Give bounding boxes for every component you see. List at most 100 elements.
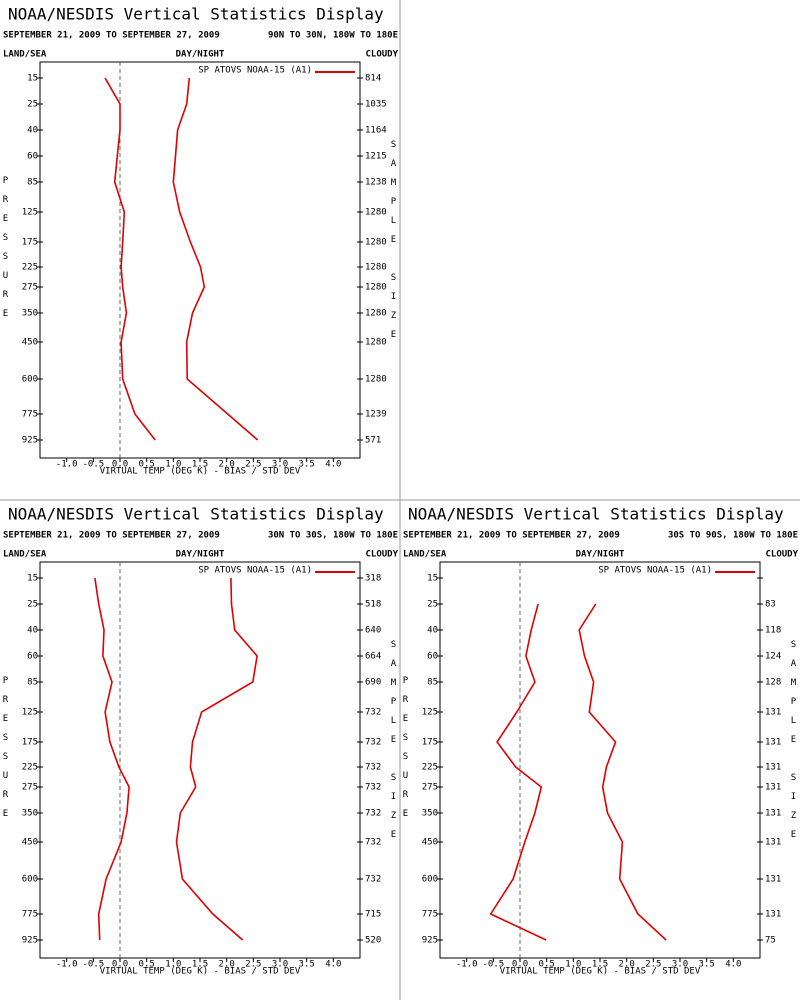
x-tick-label: 2.5 [645, 960, 661, 970]
x-tick-label: -1.0 [56, 460, 78, 470]
y-tick-label: 25 [27, 600, 38, 610]
x-tick-label: -0.5 [82, 460, 104, 470]
sample-size: 732 [365, 875, 381, 885]
x-tick-label: 4.0 [325, 960, 341, 970]
day-night: DAY/NIGHT [576, 550, 625, 560]
sample-size: 1035 [365, 100, 387, 110]
sample-size: 1280 [365, 263, 387, 273]
x-tick-label: 0.5 [139, 460, 155, 470]
sample-size: 732 [365, 838, 381, 848]
x-tick-label: 3.0 [272, 460, 288, 470]
cloudy: CLOUDY [765, 550, 798, 560]
sample-size: 1238 [365, 178, 387, 188]
x-tick-label: -0.5 [482, 960, 504, 970]
sample-size: 1280 [365, 375, 387, 385]
sample-size: 1280 [365, 238, 387, 248]
y-tick-label: 350 [22, 309, 38, 319]
sample-size: 118 [765, 626, 781, 636]
x-tick-label: -1.0 [456, 960, 478, 970]
y-tick-label: 600 [22, 375, 38, 385]
x-tick-label: 1.5 [192, 460, 208, 470]
y-tick-label: 175 [422, 738, 438, 748]
day-night: DAY/NIGHT [176, 50, 225, 60]
x-tick-label: 0.0 [112, 960, 128, 970]
y-tick-label: 85 [427, 678, 438, 688]
y-tick-label: 600 [422, 875, 438, 885]
y-tick-label: 450 [22, 838, 38, 848]
y-tick-label: 450 [22, 338, 38, 348]
bias-line [104, 77, 156, 441]
x-tick-label: 1.5 [592, 960, 608, 970]
y-tick-label: 40 [427, 626, 438, 636]
x-axis-label: VIRTUAL TEMP (DEG K) - BIAS / STD DEV [500, 967, 701, 977]
y-axis-label: PRESSURE [1, 676, 11, 828]
y-tick-label: 25 [27, 100, 38, 110]
y-tick-label: 60 [27, 152, 38, 162]
sample-size: 1280 [365, 283, 387, 293]
x-axis-label: VIRTUAL TEMP (DEG K) - BIAS / STD DEV [100, 467, 301, 477]
x-tick-label: 2.0 [619, 960, 635, 970]
chart-title: NOAA/NESDIS Vertical Statistics Display [8, 5, 384, 24]
x-tick-label: 1.5 [192, 960, 208, 970]
y-tick-label: 40 [27, 626, 38, 636]
x-tick-label: 0.5 [139, 960, 155, 970]
sample-size: 83 [765, 600, 776, 610]
chart-title: NOAA/NESDIS Vertical Statistics Display [8, 505, 384, 524]
sample-size: 732 [365, 809, 381, 819]
land-sea: LAND/SEA [3, 550, 47, 560]
y-tick-label: 225 [22, 263, 38, 273]
chart-panel: NOAA/NESDIS Vertical Statistics Display S… [401, 505, 799, 977]
sample-size: 131 [765, 875, 781, 885]
y-tick-label: 225 [22, 763, 38, 773]
x-tick-label: 1.0 [165, 460, 181, 470]
x-tick-label: 4.0 [325, 460, 341, 470]
y2-axis-label: SAMPLE SIZE [389, 140, 399, 349]
y-tick-label: 125 [22, 708, 38, 718]
legend-label: SP ATOVS NOAA-15 (A1) [198, 66, 312, 76]
y-tick-label: 175 [22, 238, 38, 248]
sample-size: 715 [365, 910, 381, 920]
sample-size: 131 [765, 738, 781, 748]
sample-size: 75 [765, 936, 776, 946]
y-tick-label: 600 [22, 875, 38, 885]
sample-size: 131 [765, 708, 781, 718]
region: 30N TO 30S, 180W TO 180E [268, 531, 398, 541]
std-dev-line [175, 577, 258, 941]
region: 90N TO 30N, 180W TO 180E [268, 31, 398, 41]
sample-size: 520 [365, 936, 381, 946]
subtitle: SEPTEMBER 21, 2009 TO SEPTEMBER 27, 2009 [3, 531, 220, 541]
y-tick-label: 775 [22, 410, 38, 420]
y-tick-label: 175 [22, 738, 38, 748]
y-tick-label: 350 [422, 809, 438, 819]
cloudy: CLOUDY [365, 550, 398, 560]
sample-size: 571 [365, 436, 381, 446]
chart-panel: NOAA/NESDIS Vertical Statistics Display S… [1, 5, 399, 477]
y-tick-label: 925 [22, 436, 38, 446]
x-tick-label: 0.0 [112, 460, 128, 470]
day-night: DAY/NIGHT [176, 550, 225, 560]
sample-size: 131 [765, 783, 781, 793]
sample-size: 732 [365, 783, 381, 793]
y-tick-label: 15 [27, 574, 38, 584]
x-tick-label: 3.0 [272, 960, 288, 970]
plot-frame [439, 561, 761, 959]
sample-size: 131 [765, 763, 781, 773]
sample-size: 814 [365, 74, 381, 84]
std-dev-line [172, 77, 259, 441]
y-tick-label: 450 [422, 838, 438, 848]
x-tick-label: 0.0 [512, 960, 528, 970]
sample-size: 131 [765, 910, 781, 920]
y-tick-label: 925 [22, 936, 38, 946]
y-axis-label: PRESSURE [1, 176, 11, 328]
sample-size: 1280 [365, 208, 387, 218]
y-tick-label: 775 [22, 910, 38, 920]
x-tick-label: 4.0 [725, 960, 741, 970]
x-tick-label: 2.0 [219, 960, 235, 970]
sample-size: 732 [365, 708, 381, 718]
y-tick-label: 925 [422, 936, 438, 946]
x-tick-label: 1.0 [565, 960, 581, 970]
x-tick-label: 3.5 [299, 460, 315, 470]
y-tick-label: 275 [22, 283, 38, 293]
land-sea: LAND/SEA [403, 550, 447, 560]
